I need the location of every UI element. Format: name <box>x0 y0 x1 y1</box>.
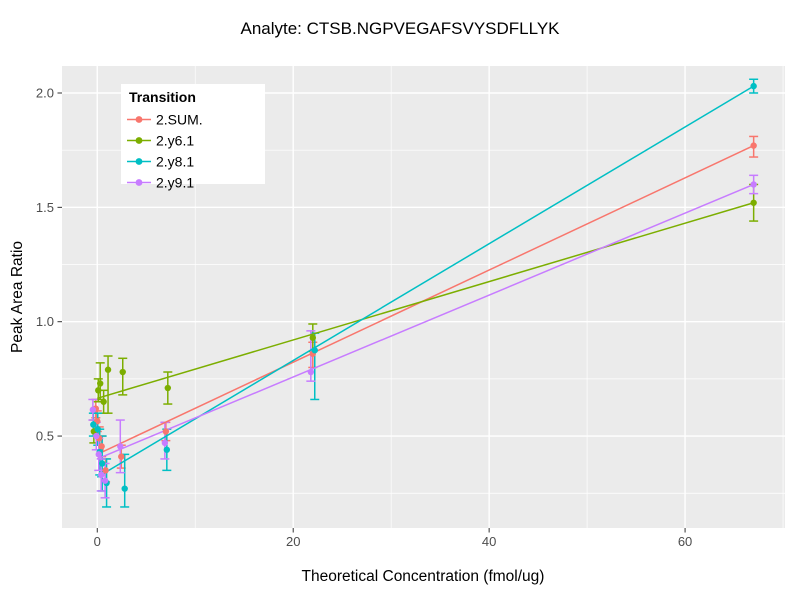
error-bar <box>118 357 128 396</box>
x-tick-label: 0 <box>94 534 101 549</box>
data-point <box>307 368 315 376</box>
data-point <box>750 199 757 206</box>
y-tick-label: 2.0 <box>36 85 54 100</box>
legend-box <box>121 84 265 184</box>
legend-item-label: 2.SUM. <box>156 111 203 127</box>
legend-key-point <box>135 179 143 186</box>
data-point <box>95 451 102 458</box>
data-point <box>309 334 316 341</box>
fit-line <box>96 85 755 478</box>
data-point <box>97 471 105 479</box>
legend-item-label: 2.y6.1 <box>156 132 194 148</box>
legend-item-label: 2.y9.1 <box>156 174 194 190</box>
data-point <box>98 443 105 450</box>
legend-item: 2.y9.1 <box>127 174 194 190</box>
data-point <box>98 460 106 467</box>
data-point <box>100 398 107 405</box>
y-axis-title: Peak Area Ratio <box>9 241 26 353</box>
y-tick-label: 0.5 <box>36 429 54 444</box>
data-point <box>162 428 170 435</box>
data-point <box>90 421 97 428</box>
data-point <box>118 453 125 460</box>
legend-key-point <box>135 137 143 144</box>
data-point <box>161 439 169 447</box>
data-point <box>164 384 172 392</box>
y-tick-label: 1.0 <box>36 314 54 329</box>
data-point <box>93 432 100 440</box>
legend-item: 2.y6.1 <box>127 132 194 148</box>
data-point <box>89 406 97 413</box>
fit-line <box>97 202 754 400</box>
x-tick-label: 20 <box>286 534 300 549</box>
legend-key-point <box>135 116 143 123</box>
legend-item-label: 2.y8.1 <box>156 153 194 169</box>
data-point <box>104 366 112 373</box>
x-tick-label: 60 <box>678 534 692 549</box>
legend-title: Transition <box>129 89 196 105</box>
legend-item: 2.y8.1 <box>127 153 194 169</box>
y-tick-label: 1.5 <box>36 200 54 215</box>
data-point <box>750 142 757 149</box>
error-bar <box>103 355 113 414</box>
data-point <box>750 82 757 90</box>
data-point <box>101 477 109 484</box>
data-point <box>102 467 109 474</box>
legend-key-point <box>135 158 143 165</box>
chart-title: Analyte: CTSB.NGPVEGAFSVYSDFLLYK <box>240 19 560 38</box>
data-point <box>94 425 101 433</box>
data-point <box>97 380 104 387</box>
data-point <box>750 181 757 188</box>
data-point <box>311 347 318 354</box>
legend-item: 2.SUM. <box>127 111 203 127</box>
data-point <box>119 368 126 376</box>
data-point <box>117 443 124 450</box>
x-axis-title: Theoretical Concentration (fmol/ug) <box>302 568 545 585</box>
fit-line <box>96 183 754 460</box>
data-point <box>163 446 171 453</box>
data-point <box>121 485 128 492</box>
data-point <box>95 387 102 394</box>
x-tick-label: 40 <box>482 534 496 549</box>
